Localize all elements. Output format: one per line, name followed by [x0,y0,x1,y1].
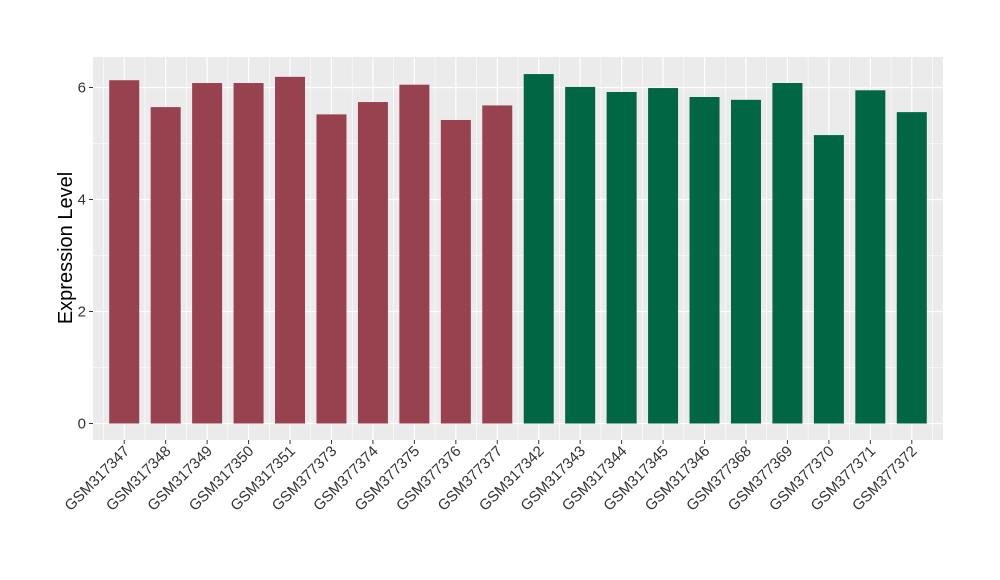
bar-GSM377371 [855,90,886,424]
bar-GSM317344 [606,91,637,424]
y-tick-label: 4 [78,192,86,209]
bar-GSM377369 [772,83,803,424]
bar-GSM377375 [399,84,430,424]
bar-GSM317351 [275,76,306,424]
bars [109,74,927,424]
bar-GSM317342 [523,74,554,424]
bar-GSM377377 [482,105,513,424]
bar-GSM377370 [813,135,844,424]
bar-GSM377368 [730,99,761,424]
y-tick-label: 0 [78,416,86,433]
bar-GSM317350 [233,83,264,424]
bar-GSM317346 [689,97,720,424]
bar-GSM317343 [565,86,596,424]
y-tick-label: 2 [78,304,86,321]
y-axis-title: Expression Level [55,172,77,324]
x-axis: GSM317347GSM317348GSM317349GSM317350GSM3… [61,440,921,514]
bar-GSM377372 [896,112,927,424]
bar-GSM317349 [192,83,223,424]
y-axis: 0 2 4 6 [78,80,93,433]
bar-GSM377374 [357,102,388,424]
bar-GSM317347 [109,80,140,424]
y-tick-label: 6 [78,80,86,97]
bar-GSM377376 [440,119,471,424]
bar-GSM317348 [150,107,181,424]
bar-GSM317345 [648,88,679,424]
bar-GSM377373 [316,114,347,424]
